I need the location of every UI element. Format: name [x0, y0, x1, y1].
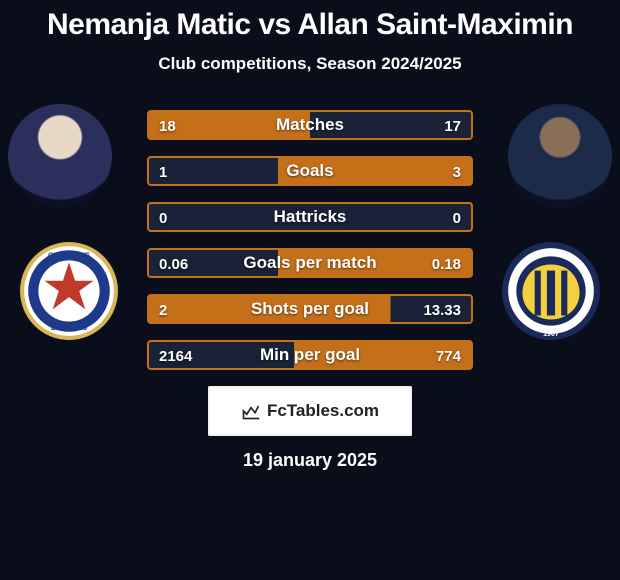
stat-value-right: 0: [443, 204, 471, 234]
player-right-avatar: [508, 104, 612, 208]
stat-value-right: 17: [434, 112, 471, 142]
stat-label: Hattricks: [274, 207, 347, 227]
ol-badge-icon: OLYMPIQUE LYONNAIS: [18, 240, 120, 342]
subtitle: Club competitions, Season 2024/2025: [0, 54, 620, 74]
stat-value-right: 774: [426, 342, 471, 372]
stat-row: 1 Goals 3: [147, 156, 473, 186]
fenerbahce-badge-icon: 1907: [500, 240, 602, 342]
stat-value-right: 3: [443, 158, 471, 188]
stat-label: Matches: [276, 115, 344, 135]
stat-value-left: 0.06: [149, 250, 198, 280]
stat-label: Min per goal: [260, 345, 360, 365]
stat-value-left: 1: [149, 158, 177, 188]
stat-row: 0.06 Goals per match 0.18: [147, 248, 473, 278]
fctables-logo-icon: [241, 401, 261, 421]
stat-value-left: 2164: [149, 342, 202, 372]
svg-text:LYONNAIS: LYONNAIS: [51, 324, 87, 332]
page-title: Nemanja Matic vs Allan Saint-Maximin: [0, 8, 620, 42]
stat-label: Shots per goal: [251, 299, 369, 319]
stat-value-left: 0: [149, 204, 177, 234]
content-area: OLYMPIQUE LYONNAIS 1907 18 Matches 17 1 Goal…: [0, 110, 620, 471]
comparison-infographic: Nemanja Matic vs Allan Saint-Maximin Clu…: [0, 0, 620, 580]
branding-text: FcTables.com: [267, 401, 379, 421]
svg-text:1907: 1907: [543, 330, 559, 338]
branding-badge: FcTables.com: [208, 386, 412, 436]
stat-value-left: 18: [149, 112, 186, 142]
stat-value-left: 2: [149, 296, 177, 326]
stat-row: 2164 Min per goal 774: [147, 340, 473, 370]
svg-text:OLYMPIQUE: OLYMPIQUE: [48, 251, 90, 259]
stat-label: Goals: [286, 161, 333, 181]
date-text: 19 january 2025: [0, 450, 620, 471]
club-right-logo: 1907: [500, 240, 602, 342]
stat-value-right: 13.33: [413, 296, 471, 326]
stat-label: Goals per match: [243, 253, 376, 273]
comparison-rows: 18 Matches 17 1 Goals 3 0 Hattricks 0 0.06 Goals p…: [147, 110, 473, 370]
stat-value-right: 0.18: [422, 250, 471, 280]
stat-row: 0 Hattricks 0: [147, 202, 473, 232]
player-left-avatar: [8, 104, 112, 208]
stat-row: 2 Shots per goal 13.33: [147, 294, 473, 324]
stat-row: 18 Matches 17: [147, 110, 473, 140]
club-left-logo: OLYMPIQUE LYONNAIS: [18, 240, 120, 342]
